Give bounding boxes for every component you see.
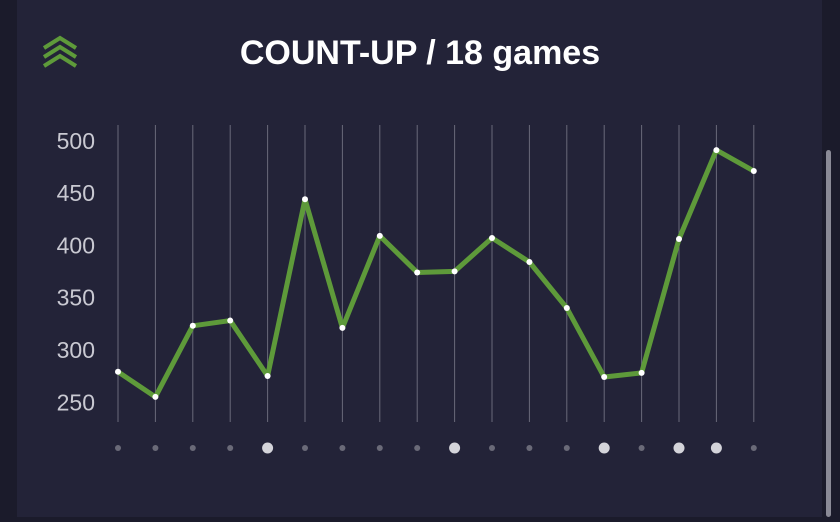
game-dot <box>598 442 610 454</box>
data-point <box>302 196 308 203</box>
game-dot <box>302 445 308 451</box>
game-dot <box>710 442 722 454</box>
panel <box>17 0 822 517</box>
game-dot <box>489 445 495 451</box>
game-dot <box>449 442 461 454</box>
game-dot <box>189 445 196 451</box>
game-dot <box>414 445 421 451</box>
y-tick-label: 300 <box>57 337 95 363</box>
game-dot <box>115 445 121 451</box>
data-point <box>489 234 495 241</box>
data-point <box>563 305 570 312</box>
y-tick-label: 450 <box>57 180 95 206</box>
data-point <box>227 317 234 324</box>
data-point <box>152 393 159 400</box>
data-point <box>414 269 421 276</box>
game-dot <box>526 445 533 451</box>
y-tick-label: 250 <box>57 389 95 415</box>
chart-title: COUNT-UP / 18 games <box>240 34 600 72</box>
game-dot <box>227 445 234 451</box>
game-dot <box>750 445 757 451</box>
data-point <box>750 168 757 175</box>
data-point <box>115 368 121 375</box>
data-point <box>713 147 720 154</box>
game-dot <box>563 445 570 451</box>
data-point <box>264 372 271 379</box>
y-tick-label: 350 <box>57 285 95 311</box>
data-point <box>676 235 682 242</box>
data-point <box>376 232 383 239</box>
scrollbar <box>826 150 831 517</box>
game-dot <box>339 445 346 451</box>
y-tick-label: 500 <box>57 128 95 154</box>
data-point <box>638 369 645 376</box>
game-dot <box>673 442 685 454</box>
game-dot <box>376 445 383 451</box>
menu-icon[interactable] <box>42 35 78 68</box>
game-dot <box>638 445 645 451</box>
data-point <box>189 322 196 329</box>
data-point <box>451 268 458 275</box>
data-point <box>601 374 608 381</box>
data-point <box>339 324 346 331</box>
game-dot <box>152 445 159 451</box>
y-tick-label: 400 <box>57 232 95 258</box>
data-point <box>526 258 533 265</box>
game-dot <box>262 442 274 454</box>
series-line <box>116 147 756 400</box>
